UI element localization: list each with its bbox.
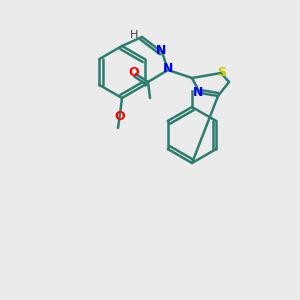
Text: O: O [115, 110, 125, 122]
Text: H: H [130, 30, 138, 40]
Text: N: N [193, 85, 203, 98]
Text: N: N [163, 62, 173, 76]
Text: S: S [218, 65, 226, 79]
Text: N: N [156, 44, 166, 58]
Text: O: O [129, 67, 139, 80]
